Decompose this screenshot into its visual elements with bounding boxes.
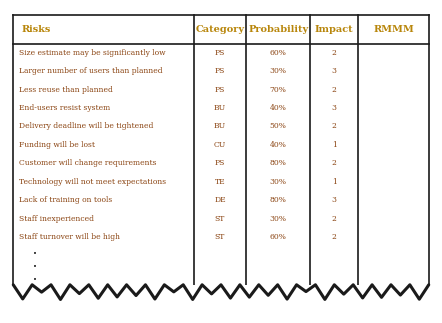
- Text: 2: 2: [332, 122, 337, 130]
- Text: 60%: 60%: [270, 233, 286, 241]
- Text: 3: 3: [332, 104, 337, 112]
- Text: 30%: 30%: [270, 214, 286, 223]
- Text: Impact values:: Impact values:: [22, 311, 82, 318]
- Text: 2: 2: [332, 233, 337, 241]
- Text: 3: 3: [332, 67, 337, 75]
- Text: 40%: 40%: [270, 104, 286, 112]
- Text: Impact: Impact: [315, 25, 354, 34]
- Text: 70%: 70%: [270, 86, 286, 94]
- Text: Staff inexperienced: Staff inexperienced: [19, 214, 94, 223]
- Text: •: •: [33, 264, 38, 270]
- Text: 30%: 30%: [270, 67, 286, 75]
- Text: Funding will be lost: Funding will be lost: [19, 141, 95, 149]
- Text: RMMM: RMMM: [373, 25, 414, 34]
- Text: CU: CU: [214, 141, 226, 149]
- Text: PS: PS: [215, 86, 225, 94]
- Text: 40%: 40%: [270, 141, 286, 149]
- Text: 2: 2: [332, 159, 337, 167]
- Text: 80%: 80%: [270, 196, 286, 204]
- Text: Technology will not meet expectations: Technology will not meet expectations: [19, 178, 166, 186]
- Text: Larger number of users than planned: Larger number of users than planned: [19, 67, 162, 75]
- Bar: [9, 285, 433, 323]
- Text: PS: PS: [215, 159, 225, 167]
- Text: 2: 2: [332, 86, 337, 94]
- Text: Delivery deadline will be tightened: Delivery deadline will be tightened: [19, 122, 153, 130]
- Text: 1: 1: [332, 178, 337, 186]
- Text: ST: ST: [215, 233, 225, 241]
- Text: 3: 3: [332, 196, 337, 204]
- Text: Less reuse than planned: Less reuse than planned: [19, 86, 112, 94]
- Text: 30%: 30%: [270, 178, 286, 186]
- Text: ST: ST: [215, 214, 225, 223]
- Text: 2: 2: [332, 214, 337, 223]
- Text: 80%: 80%: [270, 159, 286, 167]
- Text: 60%: 60%: [270, 49, 286, 57]
- Text: BU: BU: [214, 104, 226, 112]
- Text: 1: 1: [332, 141, 337, 149]
- Text: End-users resist system: End-users resist system: [19, 104, 110, 112]
- Text: 2: 2: [332, 49, 337, 57]
- Text: Staff turnover will be high: Staff turnover will be high: [19, 233, 120, 241]
- Text: 50%: 50%: [270, 122, 286, 130]
- Text: TE: TE: [215, 178, 225, 186]
- Text: DE: DE: [214, 196, 226, 204]
- Text: •: •: [33, 276, 38, 283]
- Text: PS: PS: [215, 67, 225, 75]
- Text: Probability: Probability: [248, 25, 308, 34]
- Text: Risks: Risks: [21, 25, 50, 34]
- Text: Size estimate may be significantly low: Size estimate may be significantly low: [19, 49, 165, 57]
- Text: BU: BU: [214, 122, 226, 130]
- Text: Category: Category: [195, 25, 244, 34]
- Text: Lack of training on tools: Lack of training on tools: [19, 196, 112, 204]
- Text: •: •: [33, 251, 38, 257]
- Text: Customer will change requirements: Customer will change requirements: [19, 159, 156, 167]
- Text: PS: PS: [215, 49, 225, 57]
